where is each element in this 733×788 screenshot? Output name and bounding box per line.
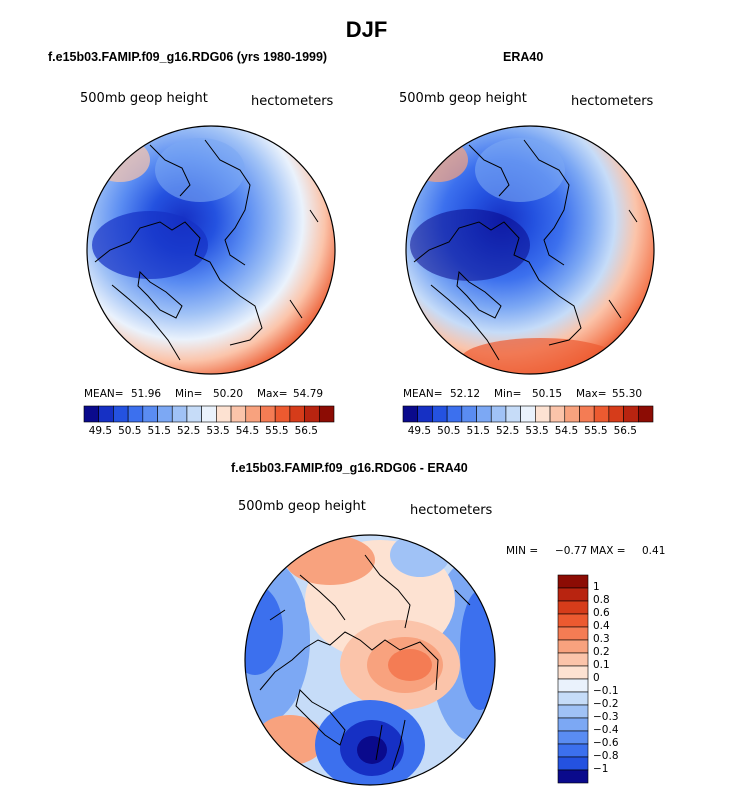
colorbar-tick-label: 52.5: [495, 425, 520, 437]
panel3-min-value: −0.77: [555, 545, 588, 557]
colorbar-tick-label: 54.5: [554, 425, 579, 437]
colorbar-tick-label: 55.5: [265, 425, 289, 437]
colorbar-tick-label: 0.2: [593, 646, 610, 658]
colorbar-swatch: [557, 704, 589, 719]
colorbar-swatch: [637, 405, 654, 423]
colorbar-swatch: [557, 665, 589, 680]
panel3-min-label: MIN =: [506, 545, 539, 557]
colorbar-swatch: [557, 691, 589, 706]
panel3-variable-label: 500mb geop height: [238, 499, 366, 514]
colorbar-tick-label: 0: [593, 672, 600, 684]
colorbar-swatch: [557, 730, 589, 745]
panel1-min-value: 50.20: [213, 388, 244, 400]
panel2-min-label: Min=: [494, 388, 522, 400]
colorbar-swatch: [557, 626, 589, 641]
panel3-max-label: MAX =: [590, 545, 626, 557]
panel2-colorbar: [402, 405, 654, 423]
panel2-mean-value: 52.12: [450, 388, 481, 400]
colorbar-tick-label: −0.2: [593, 698, 619, 710]
colorbar-tick-label: 0.6: [593, 607, 610, 619]
panel1-variable-label: 500mb geop height: [80, 91, 208, 106]
panel2-units-label: hectometers: [571, 94, 654, 109]
panel2-max-label: Max=: [576, 388, 607, 400]
colorbar-swatch: [557, 574, 589, 589]
panel1-min-label: Min=: [175, 388, 203, 400]
colorbar-tick-label: 51.5: [147, 425, 171, 437]
panel1-mean-label: MEAN=: [84, 388, 124, 400]
figure-title: DJF: [345, 17, 388, 42]
panel2-mean-label: MEAN=: [403, 388, 443, 400]
colorbar-tick-label: −0.1: [593, 685, 619, 697]
panel1-units-label: hectometers: [251, 94, 334, 109]
panel1-max-label: Max=: [257, 388, 288, 400]
panel-title-model: f.e15b03.FAMIP.f09_g16.RDG06 (yrs 1980-1…: [48, 50, 328, 64]
panel1-mean-value: 51.96: [131, 388, 162, 400]
colorbar-tick-label: −0.6: [593, 737, 619, 749]
colorbar-tick-label: −0.3: [593, 711, 619, 723]
colorbar-tick-label: 0.3: [593, 633, 610, 645]
panel2-min-value: 50.15: [532, 388, 563, 400]
colorbar-swatch: [557, 600, 589, 615]
colorbar-tick-label: 0.4: [593, 620, 610, 632]
panel2-variable-label: 500mb geop height: [399, 91, 527, 106]
panel3-colorbar: [557, 574, 589, 784]
panel2-max-value: 55.30: [612, 388, 643, 400]
colorbar-tick-label: 56.5: [613, 425, 637, 437]
colorbar-swatch: [557, 613, 589, 628]
colorbar-swatch: [557, 769, 589, 784]
colorbar-tick-label: 53.5: [206, 425, 230, 437]
colorbar-swatch: [557, 743, 589, 758]
colorbar-tick-label: 0.1: [593, 659, 610, 671]
colorbar-tick-label: −1: [593, 763, 609, 775]
colorbar-tick-label: 54.5: [235, 425, 260, 437]
colorbar-swatch: [557, 756, 589, 771]
colorbar-tick-label: 51.5: [466, 425, 490, 437]
colorbar-swatch: [557, 652, 589, 667]
panel3-units-label: hectometers: [410, 503, 493, 518]
colorbar-swatch: [557, 717, 589, 732]
panel-title-era40: ERA40: [503, 50, 544, 64]
colorbar-tick-label: 50.5: [437, 425, 461, 437]
colorbar-swatch: [318, 405, 335, 423]
colorbar-tick-label: 50.5: [118, 425, 142, 437]
colorbar-tick-label: 52.5: [176, 425, 201, 437]
colorbar-tick-label: 55.5: [584, 425, 608, 437]
panel3-max-value: 0.41: [642, 545, 666, 557]
colorbar-swatch: [557, 678, 589, 693]
colorbar-tick-label: 0.8: [593, 594, 610, 606]
panel1-colorbar: [83, 405, 335, 423]
colorbar-tick-label: 56.5: [294, 425, 318, 437]
colorbar-tick-label: 49.5: [88, 425, 113, 437]
panel-title-difference: f.e15b03.FAMIP.f09_g16.RDG06 - ERA40: [231, 461, 468, 475]
colorbar-tick-label: 1: [593, 581, 600, 593]
colorbar-swatch: [557, 587, 589, 602]
colorbar-tick-label: 53.5: [525, 425, 549, 437]
colorbar-tick-label: −0.4: [593, 724, 619, 736]
colorbar-swatch: [557, 639, 589, 654]
colorbar-tick-label: −0.8: [593, 750, 619, 762]
panel1-max-value: 54.79: [293, 388, 324, 400]
colorbar-tick-label: 49.5: [407, 425, 432, 437]
